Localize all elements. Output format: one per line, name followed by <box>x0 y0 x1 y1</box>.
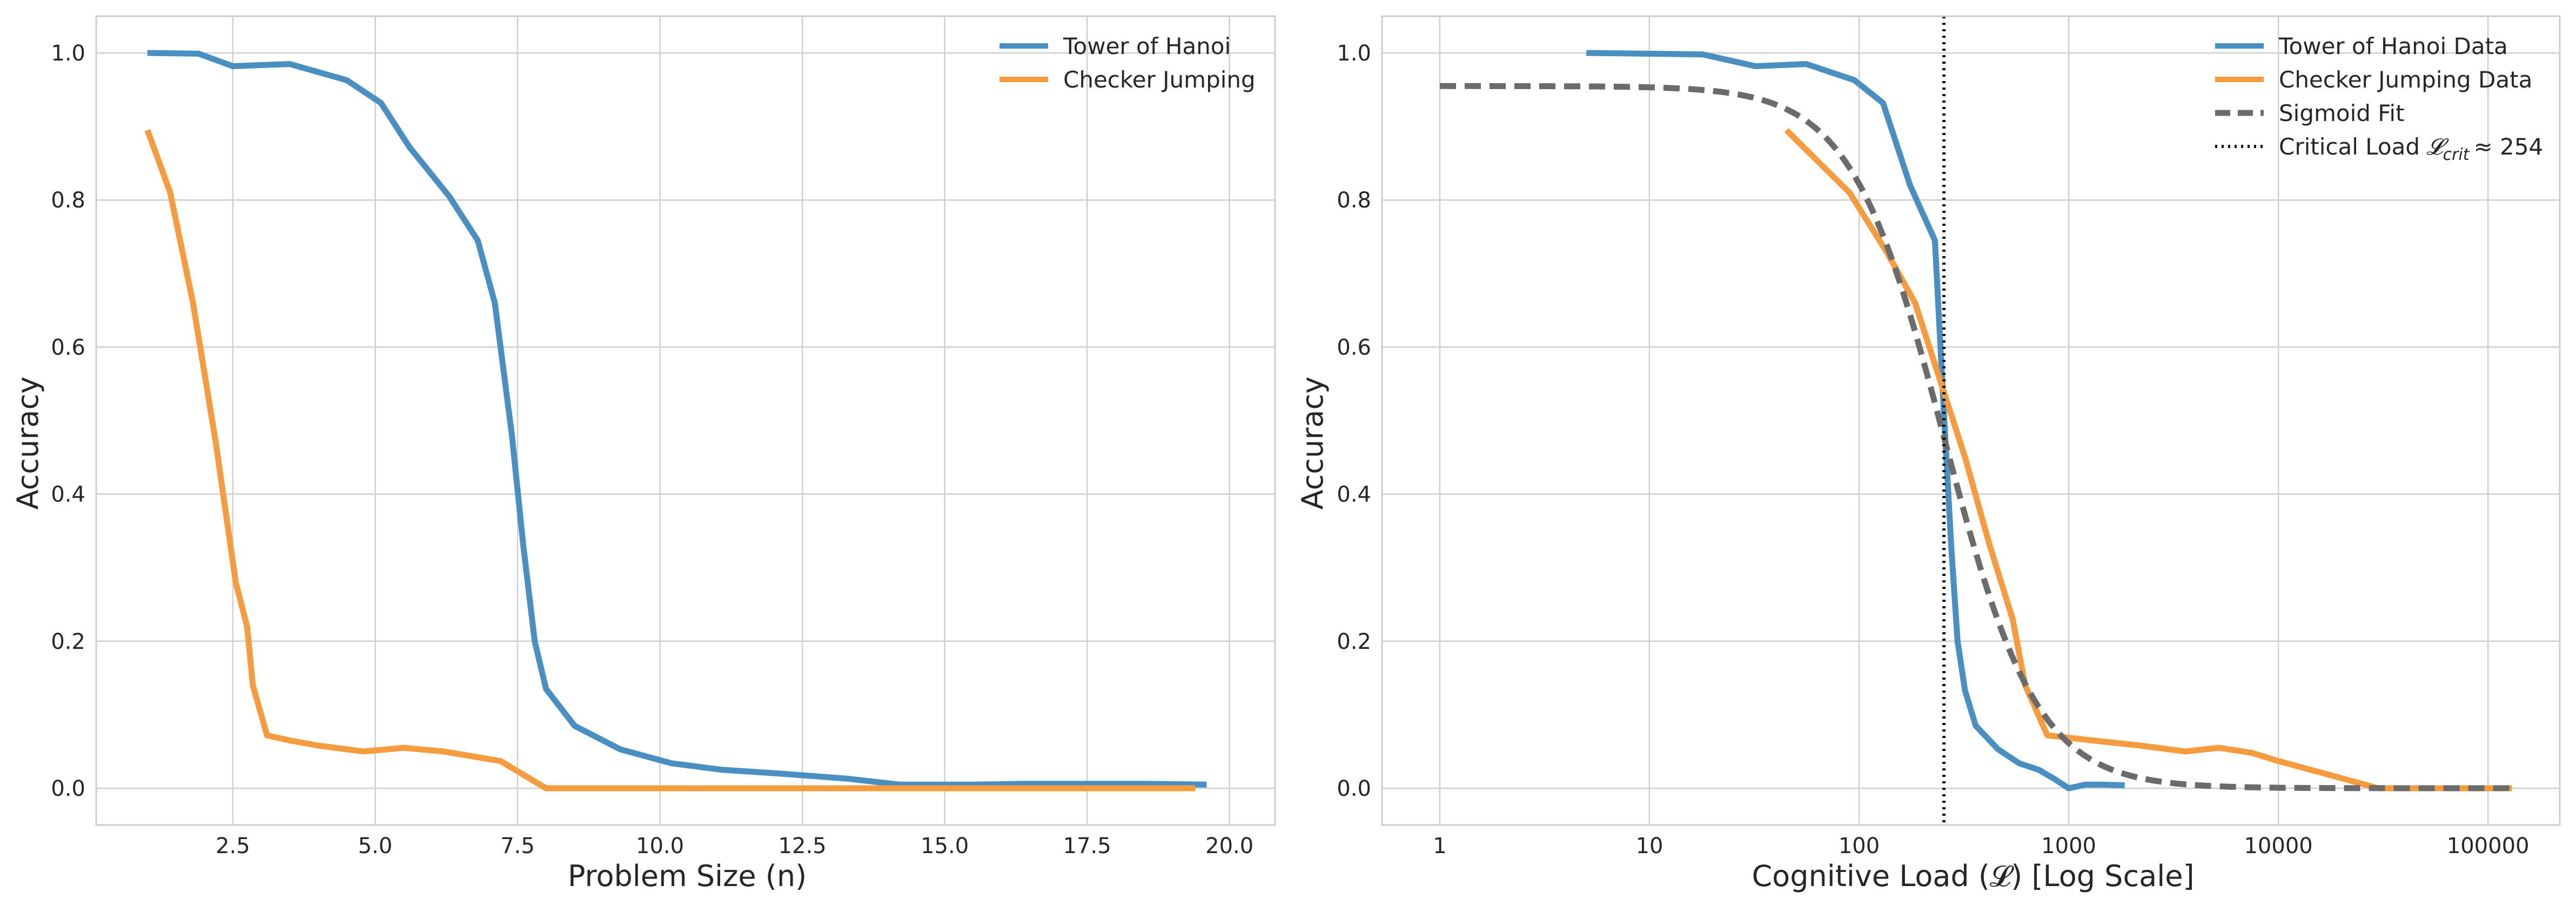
right-x-tick-label: 100 <box>1839 834 1880 859</box>
left-chart-panel: 2.5 5.0 7.5 10.0 12.5 15.0 17.5 20.0 0.00.20.40… <box>11 15 1276 893</box>
legend-label-tower-of-hanoi-data: Tower of Hanoi Data <box>2278 33 2508 59</box>
right-series-line-tower-of-hanoi-data <box>1586 50 2125 792</box>
right-y-tick-label: 0.2 <box>1337 629 1371 654</box>
left-series-line-tower-of-hanoi <box>147 50 1207 788</box>
right-x-tick-label: 1000 <box>2041 834 2096 859</box>
right-series <box>1440 16 2512 825</box>
right-chart-panel: 1 10 100 1000 10000 100000 0.0 0.2 0.4 0.6 0.8 1.0… <box>1296 15 2561 893</box>
left-x-tick-label: 20.0 <box>1205 834 1253 859</box>
left-y-tick-label: 0.2 <box>51 629 85 654</box>
right-y-tick-labels: 0.0 0.2 0.4 0.6 0.8 1.0 <box>1337 41 1371 801</box>
left-x-tick-label: 5.0 <box>358 834 393 859</box>
left-x-tick-label: 15.0 <box>921 834 969 859</box>
left-y-tick-label: 0.0 <box>51 776 85 801</box>
left-x-tick-label: 12.5 <box>779 834 827 859</box>
left-x-tick-label: 10.0 <box>636 834 684 859</box>
left-grid <box>96 16 1275 825</box>
left-series <box>144 50 1207 792</box>
left-x-tick-label: 2.5 <box>216 834 250 859</box>
critical-load-label-text: Critical Load <box>2279 133 2420 160</box>
right-y-axis-label: Accuracy <box>1296 377 1330 510</box>
right-x-tick-label: 1 <box>1433 834 1446 859</box>
legend-label-checker-jumping: Checker Jumping <box>1063 66 1256 93</box>
left-series-line-checker-jumping <box>144 129 1196 792</box>
right-series-line-checker-jumping-data <box>1784 128 2512 792</box>
left-y-tick-label: 0.6 <box>51 335 85 360</box>
right-y-tick-label: 0.0 <box>1337 776 1371 801</box>
left-x-tick-label: 7.5 <box>500 834 535 859</box>
left-y-axis-label: Accuracy <box>11 377 45 510</box>
right-series-line-sigmoid-fit <box>1440 83 2512 792</box>
right-x-tick-label: 10000 <box>2244 834 2312 859</box>
legend-label-checker-jumping-data: Checker Jumping Data <box>2279 66 2532 93</box>
left-y-tick-labels: 0.0 0.2 0.4 0.6 0.8 1.0 <box>51 41 85 801</box>
right-x-tick-labels: 1 10 100 1000 10000 100000 <box>1433 834 2529 859</box>
right-x-tick-label: 10 <box>1636 834 1663 859</box>
left-x-tick-labels: 2.5 5.0 7.5 10.0 12.5 15.0 17.5 20.0 <box>216 834 1253 859</box>
legend-label-tower-of-hanoi: Tower of Hanoi <box>1063 33 1231 59</box>
right-y-tick-label: 1.0 <box>1337 41 1371 66</box>
right-y-tick-label: 0.8 <box>1337 188 1371 213</box>
left-plot-frame <box>95 15 1276 826</box>
critical-load-subscript: crit <box>2443 145 2470 164</box>
critical-load-value: ≈ 254 <box>2474 133 2544 160</box>
left-x-tick-label: 17.5 <box>1063 834 1111 859</box>
legend-label-critical-load: Critical Load 𝓛crit ≈ 254 <box>2279 133 2543 164</box>
right-legend: Tower of Hanoi Data Checker Jumping Data… <box>2215 33 2543 164</box>
right-plot-frame <box>1381 15 2561 826</box>
right-x-axis-label: Cognitive Load (𝓛) [Log Scale] <box>1752 859 2194 893</box>
left-x-axis-label: Problem Size (n) <box>568 859 807 893</box>
right-y-tick-label: 0.4 <box>1337 482 1371 507</box>
left-y-tick-label: 0.4 <box>51 482 85 507</box>
right-y-tick-label: 0.6 <box>1337 335 1371 360</box>
legend-label-sigmoid-fit: Sigmoid Fit <box>2279 100 2405 126</box>
left-y-tick-label: 1.0 <box>51 41 85 66</box>
left-legend: Tower of Hanoi Checker Jumping <box>999 33 1256 93</box>
right-grid <box>1382 16 2560 825</box>
left-y-tick-label: 0.8 <box>51 188 85 213</box>
right-x-tick-label: 100000 <box>2447 834 2530 859</box>
